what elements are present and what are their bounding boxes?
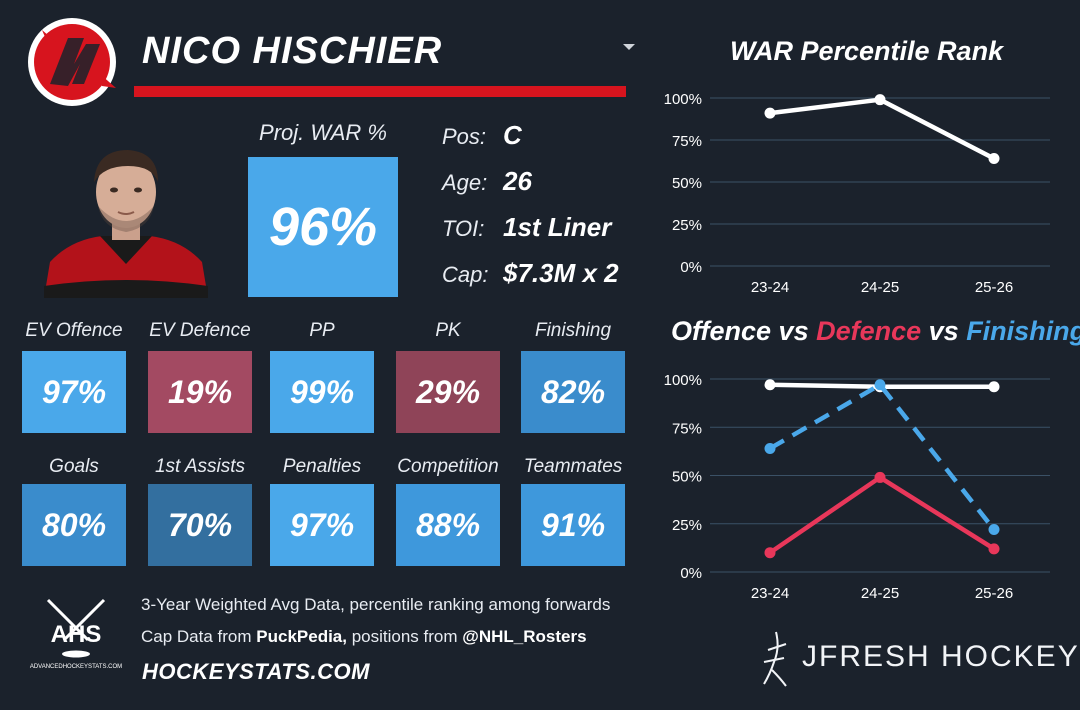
tile-label-competition: Competition <box>397 456 499 477</box>
tile-teammates: 91% <box>521 484 625 566</box>
tile-1st-assists: 70% <box>148 484 252 566</box>
chart-2-title-finishing: Finishing <box>966 316 1080 346</box>
tile-ev-offence: 97% <box>22 351 126 433</box>
x-tick-label: 25-26 <box>975 279 1013 296</box>
player-name: NICO HISCHIER <box>142 30 443 72</box>
tile-label-1st-assists: 1st Assists <box>154 456 246 477</box>
footer-rosters-handle[interactable]: @NHL_Rosters <box>462 627 587 646</box>
tile-label-ev-offence: EV Offence <box>25 320 123 341</box>
chart-2-title: Offence vs Defence vs Finishing <box>671 316 1080 347</box>
ahs-text: AHS <box>51 621 102 648</box>
cap-label: Cap: <box>442 262 489 287</box>
tile-goals: 80% <box>22 484 126 566</box>
player-headshot <box>40 136 212 298</box>
series-line-finishing <box>768 382 996 531</box>
tile-finishing: 82% <box>521 351 625 433</box>
war-percentile-chart: 0% 25% 50% 75% 100% 23-24 24-25 25-26 <box>664 91 1050 296</box>
y-tick-label: 75% <box>672 420 702 437</box>
tile-label-pp: PP <box>309 320 335 341</box>
y-tick-label: 25% <box>672 217 702 234</box>
proj-war-label: Proj. WAR % <box>259 120 387 145</box>
x-tick-label: 23-24 <box>751 279 789 296</box>
cap-value: $7.3M x 2 <box>503 258 619 288</box>
tile-label-ev-defence: EV Defence <box>149 320 251 341</box>
x-tick-label: 24-25 <box>861 279 899 296</box>
footer-line-1: 3-Year Weighted Avg Data, percentile ran… <box>141 595 611 614</box>
ahs-logo: AHS ADVANCEDHOCKEYSTATS.COM <box>30 598 122 670</box>
proj-war-value: 96% <box>248 157 398 297</box>
age-label: Age: <box>442 170 488 195</box>
tile-pp: 99% <box>270 351 374 433</box>
y-tick-label: 25% <box>672 517 702 534</box>
offence-defence-finishing-chart: 0% 25% 50% 75% 100% 23-24 24-25 25-26 <box>664 372 1050 602</box>
jfresh-logo-icon <box>763 631 787 687</box>
footer-line-2: Cap Data from PuckPedia, positions from … <box>141 627 587 647</box>
footer-cap-prefix: Cap Data from <box>141 627 257 646</box>
series-line-defence <box>768 475 996 555</box>
hockeystats-link[interactable]: HOCKEYSTATS.COM <box>142 659 370 684</box>
data-point <box>764 442 776 454</box>
pos-label: Pos: <box>442 124 487 149</box>
data-point <box>988 524 1000 536</box>
tile-ev-defence: 19% <box>148 351 252 433</box>
chart-1-title: WAR Percentile Rank <box>730 36 1004 66</box>
toi-label: TOI: <box>442 216 485 241</box>
data-point <box>874 471 886 483</box>
x-tick-label: 24-25 <box>861 585 899 602</box>
tile-label-pk: PK <box>435 320 461 341</box>
y-tick-label: 50% <box>672 469 702 486</box>
data-point <box>988 543 1000 555</box>
devils-logo <box>28 18 116 106</box>
tile-label-finishing: Finishing <box>534 320 612 341</box>
data-point <box>874 94 886 106</box>
data-point <box>764 547 776 559</box>
data-point <box>988 381 1000 393</box>
data-point <box>764 107 776 119</box>
y-tick-label: 0% <box>680 565 702 582</box>
name-underline <box>134 86 626 97</box>
chart-2-title-vs-2: vs <box>921 316 967 346</box>
data-point <box>764 379 776 391</box>
y-tick-label: 50% <box>672 175 702 192</box>
chevron-down-icon[interactable] <box>623 44 635 50</box>
pos-value: C <box>503 120 522 150</box>
x-tick-label: 25-26 <box>975 585 1013 602</box>
y-tick-label: 0% <box>680 259 702 276</box>
tile-competition: 88% <box>396 484 500 566</box>
x-tick-label: 23-24 <box>751 585 789 602</box>
tile-penalties: 97% <box>270 484 374 566</box>
tile-label-penalties: Penalties <box>282 456 362 477</box>
y-tick-label: 100% <box>664 91 702 108</box>
chart-2-title-vs-1: vs <box>771 316 817 346</box>
series-line <box>769 97 996 161</box>
footer-puckpedia-link[interactable]: PuckPedia, <box>256 627 347 646</box>
data-point <box>988 152 1000 164</box>
toi-value: 1st Liner <box>503 212 612 242</box>
tile-label-goals: Goals <box>49 456 99 477</box>
y-tick-label: 100% <box>664 372 702 389</box>
y-tick-label: 75% <box>672 133 702 150</box>
footer-positions-text: positions from <box>346 627 463 646</box>
chart-2-title-defence: Defence <box>816 316 922 346</box>
chart-2-title-offence: Offence <box>671 316 772 346</box>
tile-label-teammates: Teammates <box>523 456 623 477</box>
tile-pk: 29% <box>396 351 500 433</box>
age-value: 26 <box>503 166 532 196</box>
ahs-subtext: ADVANCEDHOCKEYSTATS.COM <box>30 664 122 670</box>
data-point <box>874 379 886 391</box>
jfresh-hockey-brand: JFRESH HOCKEY <box>802 640 1080 673</box>
